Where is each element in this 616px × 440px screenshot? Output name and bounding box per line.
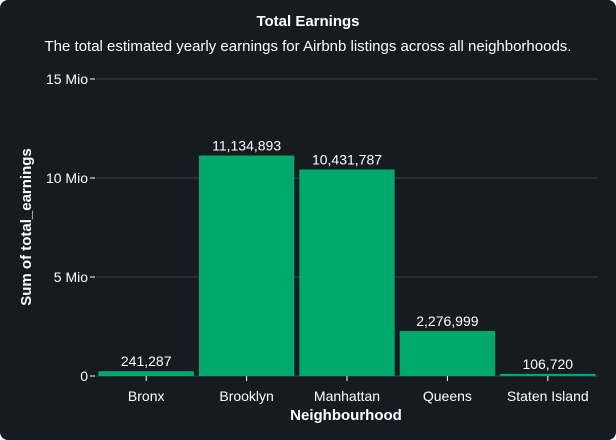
data-label: 11,134,893 [212,138,281,154]
y-tick-label: 5 Mio [54,269,88,285]
data-labels: 241,287 11,134,893 10,431,787 2,276,999 106,… [121,138,573,372]
y-axis-title: Sum of total_earnings [18,148,35,306]
x-axis-title: Neighbourhood [290,407,402,424]
data-label: 10,431,787 [312,151,382,167]
y-axis-ticks: 0 5 Mio 10 Mio 15 Mio [46,71,95,384]
x-tick-label: Brooklyn [219,388,273,404]
bar [399,330,496,376]
x-tick-label: Queens [423,388,472,404]
data-label: 2,276,999 [416,313,478,329]
bars [98,155,596,376]
y-tick-label: 0 [80,368,88,384]
x-tick-label: Manhattan [314,388,380,404]
data-label: 241,287 [121,353,172,369]
y-tick-label: 10 Mio [46,170,88,186]
bar [98,371,194,376]
x-tick-label: Staten Island [507,388,589,404]
chart-title: Total Earnings [256,13,360,30]
bar [198,155,295,376]
x-tick-label: Bronx [128,388,165,404]
chart-subtitle: The total estimated yearly earnings for … [44,38,572,55]
y-tick-label: 15 Mio [46,71,88,87]
x-axis-ticks: Bronx Brooklyn Manhattan Queens Staten Islan… [128,376,589,404]
bar [500,373,596,376]
bar [299,169,395,376]
data-label: 106,720 [522,356,573,372]
